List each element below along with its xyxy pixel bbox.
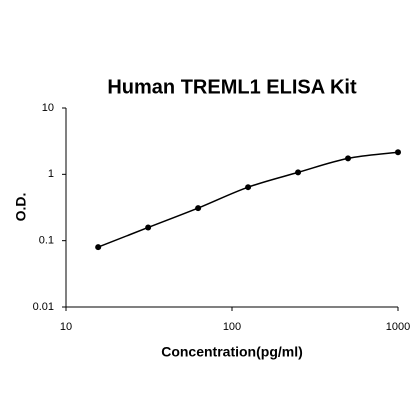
x-axis-title: Concentration(pg/ml)	[161, 344, 303, 360]
y-axis-title: O.D.	[13, 193, 29, 222]
curve	[97, 151, 399, 248]
y-tick-label: 1	[48, 168, 54, 180]
y-tick-label: 0.1	[39, 235, 54, 247]
point	[95, 244, 102, 251]
y-tick-label: 0.01	[33, 301, 54, 313]
point	[345, 155, 352, 162]
point	[145, 224, 152, 231]
x-tick-label: 10	[60, 321, 72, 333]
point	[195, 205, 202, 212]
chart-title: Human TREML1 ELISA Kit	[107, 76, 357, 98]
y-tick-label: 10	[42, 102, 54, 114]
point	[395, 149, 401, 156]
x-tick-label: 100	[223, 321, 241, 333]
point	[295, 169, 302, 176]
point	[245, 184, 252, 191]
x-tick-label: 1000	[386, 321, 410, 333]
